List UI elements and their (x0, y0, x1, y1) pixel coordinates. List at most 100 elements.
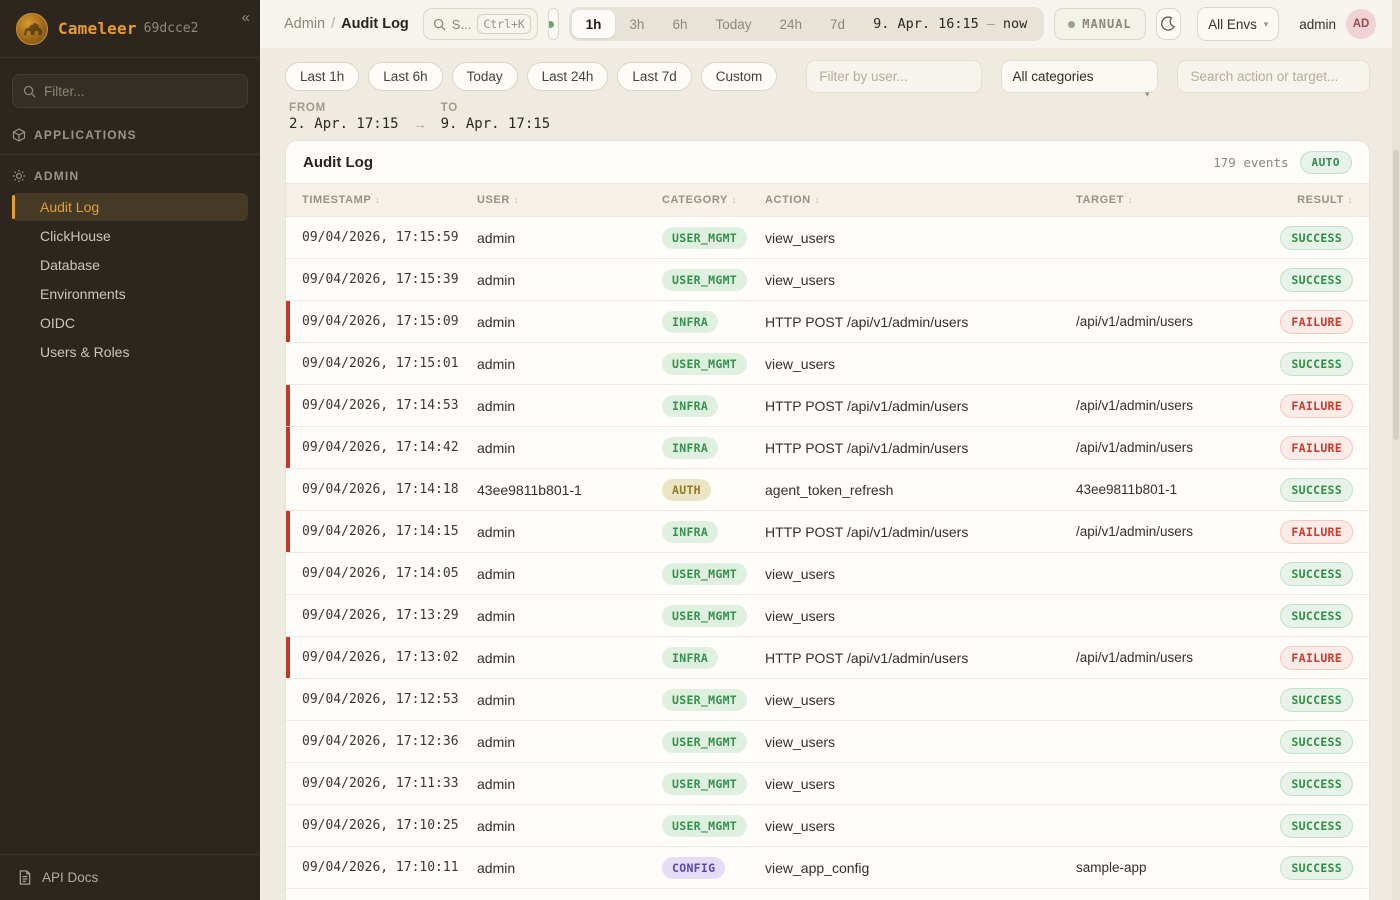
column-header-category[interactable]: CATEGORY ↕ (662, 194, 738, 206)
time-range-today[interactable]: Today (715, 16, 752, 32)
table-row[interactable]: 09/04/2026, 17:15:09 admin INFRA HTTP PO… (286, 301, 1369, 343)
time-range-control: 1h 3h 6h Today 24h 7d 9. Apr. 16:15 – no… (568, 7, 1045, 41)
result-badge: SUCCESS (1280, 771, 1353, 796)
sidebar-filter-input[interactable]: Filter... (12, 74, 248, 108)
time-range-3h[interactable]: 3h (629, 16, 645, 32)
table-row[interactable]: 09/04/2026, 17:13:02 admin INFRA HTTP PO… (286, 637, 1369, 679)
cell-result: FAILURE (1280, 645, 1353, 670)
time-range-7d[interactable]: 7d (830, 16, 846, 32)
table-row[interactable]: 09/04/2026, 17:12:36 admin USER_MGMT vie… (286, 721, 1369, 763)
table-row[interactable]: 09/04/2026, 17:10:11 admin CONFIG view_a… (286, 847, 1369, 889)
column-header-user[interactable]: USER ↕ (477, 194, 520, 206)
result-badge: SUCCESS (1280, 729, 1353, 754)
table-row[interactable]: 09/04/2026, 17:14:05 admin USER_MGMT vie… (286, 553, 1369, 595)
dark-mode-toggle[interactable] (1155, 8, 1182, 40)
category-badge: INFRA (662, 394, 719, 417)
sidebar-item-oidc[interactable]: OIDC (12, 309, 248, 337)
to-block[interactable]: TO 9. Apr. 17:15 (441, 102, 551, 132)
user-filter-input[interactable]: Filter by user... (806, 60, 982, 93)
nav-item-label: Database (40, 257, 100, 273)
quick-range-last-24h[interactable]: Last 24h (526, 62, 609, 91)
time-range-display[interactable]: 9. Apr. 16:15 – now (859, 16, 1041, 32)
cell-target: /api/v1/admin/users (1076, 398, 1194, 413)
column-header-action[interactable]: ACTION ↕ (765, 194, 820, 206)
cell-result: SUCCESS (1280, 729, 1353, 754)
cell-user: admin (477, 271, 516, 288)
sidebar-item-clickhouse[interactable]: ClickHouse (12, 222, 248, 250)
table-row[interactable]: 09/04/2026, 17:14:18 43ee9811b801-1 AUTH… (286, 469, 1369, 511)
cell-timestamp: 09/04/2026, 17:12:36 (302, 734, 459, 749)
nav-item-label: Environments (40, 286, 126, 302)
sidebar-item-database[interactable]: Database (12, 251, 248, 279)
table-row[interactable]: 09/04/2026, 17:14:53 admin INFRA HTTP PO… (286, 385, 1369, 427)
avatar[interactable]: AD (1346, 9, 1376, 39)
category-badge: AUTH (662, 478, 711, 501)
time-range-24h[interactable]: 24h (779, 16, 803, 32)
cell-action: view_users (765, 607, 836, 624)
cell-category: INFRA (662, 436, 765, 459)
quick-range-last-6h[interactable]: Last 6h (368, 62, 443, 91)
quick-range-custom[interactable]: Custom (700, 62, 778, 91)
table-row[interactable]: 09/04/2026, 17:15:39 admin USER_MGMT vie… (286, 259, 1369, 301)
table-row[interactable]: 09/04/2026, 17:12:53 admin USER_MGMT vie… (286, 679, 1369, 721)
cell-timestamp: 09/04/2026, 17:14:05 (302, 566, 459, 581)
cell-result: SUCCESS (1280, 561, 1353, 586)
time-range-1h[interactable]: 1h (571, 10, 616, 38)
result-badge: SUCCESS (1280, 855, 1353, 880)
manual-refresh-button[interactable]: MANUAL (1054, 8, 1146, 40)
cell-category: INFRA (662, 394, 765, 417)
live-dot-icon (548, 20, 554, 28)
auto-refresh-badge[interactable]: AUTO (1299, 150, 1352, 174)
cell-result: FAILURE (1280, 393, 1353, 418)
table-row[interactable]: 09/04/2026, 17:13:29 admin USER_MGMT vie… (286, 595, 1369, 637)
table-row[interactable]: 09/04/2026, 17:10:25 admin USER_MGMT vie… (286, 805, 1369, 847)
cell-action: view_users (765, 775, 836, 792)
cell-timestamp: 09/04/2026, 17:15:01 (302, 356, 459, 371)
time-range-6h[interactable]: 6h (672, 16, 688, 32)
cell-action: view_users (765, 733, 836, 750)
category-badge: USER_MGMT (662, 604, 748, 627)
action-target-search-input[interactable]: Search action or target... (1177, 60, 1370, 93)
sidebar-item-audit-log[interactable]: Audit Log (12, 193, 248, 221)
cell-user: admin (477, 817, 516, 834)
column-header-result[interactable]: RESULT ↕ (1297, 194, 1353, 206)
cell-timestamp: 09/04/2026, 17:14:53 (302, 398, 459, 413)
sidebar-section-applications[interactable]: APPLICATIONS (0, 122, 260, 152)
api-docs-link[interactable]: API Docs (0, 854, 260, 900)
cell-target: sample-app (1076, 860, 1147, 875)
quick-range-today[interactable]: Today (451, 62, 518, 91)
camel-glyph (24, 22, 42, 35)
sidebar-item-environments[interactable]: Environments (12, 280, 248, 308)
arrow-right-icon: → (412, 116, 427, 132)
table-row[interactable]: 09/04/2026, 17:15:59 admin USER_MGMT vie… (286, 217, 1369, 259)
quick-range-last-7d[interactable]: Last 7d (617, 62, 692, 91)
breadcrumb-parent[interactable]: Admin (284, 16, 326, 32)
cell-user: admin (477, 733, 516, 750)
result-badge: SUCCESS (1280, 603, 1353, 628)
column-header-timestamp[interactable]: TIMESTAMP ↕ (302, 194, 381, 206)
cell-user: admin (477, 313, 516, 330)
table-row[interactable]: 09/04/2026, 17:14:42 admin INFRA HTTP PO… (286, 427, 1369, 469)
sidebar-collapse-icon[interactable]: « (241, 9, 250, 26)
sidebar-section-admin[interactable]: ADMIN (0, 163, 260, 193)
range-from: 9. Apr. 16:15 (873, 16, 979, 32)
env-select[interactable]: All Envs ▾ (1197, 7, 1280, 41)
breadcrumb: Admin / Audit Log (284, 16, 409, 32)
column-header-target[interactable]: TARGET ↕ (1076, 194, 1134, 206)
cell-result: SUCCESS (1280, 687, 1353, 712)
chevron-down-icon: ▾ (1144, 89, 1150, 99)
table-row[interactable]: 09/04/2026, 17:14:15 admin INFRA HTTP PO… (286, 511, 1369, 553)
quick-range-last-1h[interactable]: Last 1h (285, 62, 360, 91)
live-indicator-pill[interactable] (547, 8, 559, 40)
global-search-input[interactable]: S... Ctrl+K (422, 8, 538, 40)
scrollbar-track[interactable] (1392, 0, 1400, 900)
cell-timestamp: 09/04/2026, 17:15:09 (302, 314, 459, 329)
table-row[interactable]: 09/04/2026, 17:15:01 admin USER_MGMT vie… (286, 343, 1369, 385)
from-label: FROM (289, 102, 327, 114)
sidebar-filter-wrap: Filter... (0, 58, 260, 122)
from-block[interactable]: FROM 2. Apr. 17:15 (289, 102, 399, 132)
category-select[interactable]: All categories ▾ (1000, 60, 1159, 99)
sidebar-item-users-roles[interactable]: Users & Roles (12, 338, 248, 366)
scrollbar-thumb[interactable] (1393, 150, 1399, 440)
table-row[interactable]: 09/04/2026, 17:11:33 admin USER_MGMT vie… (286, 763, 1369, 805)
